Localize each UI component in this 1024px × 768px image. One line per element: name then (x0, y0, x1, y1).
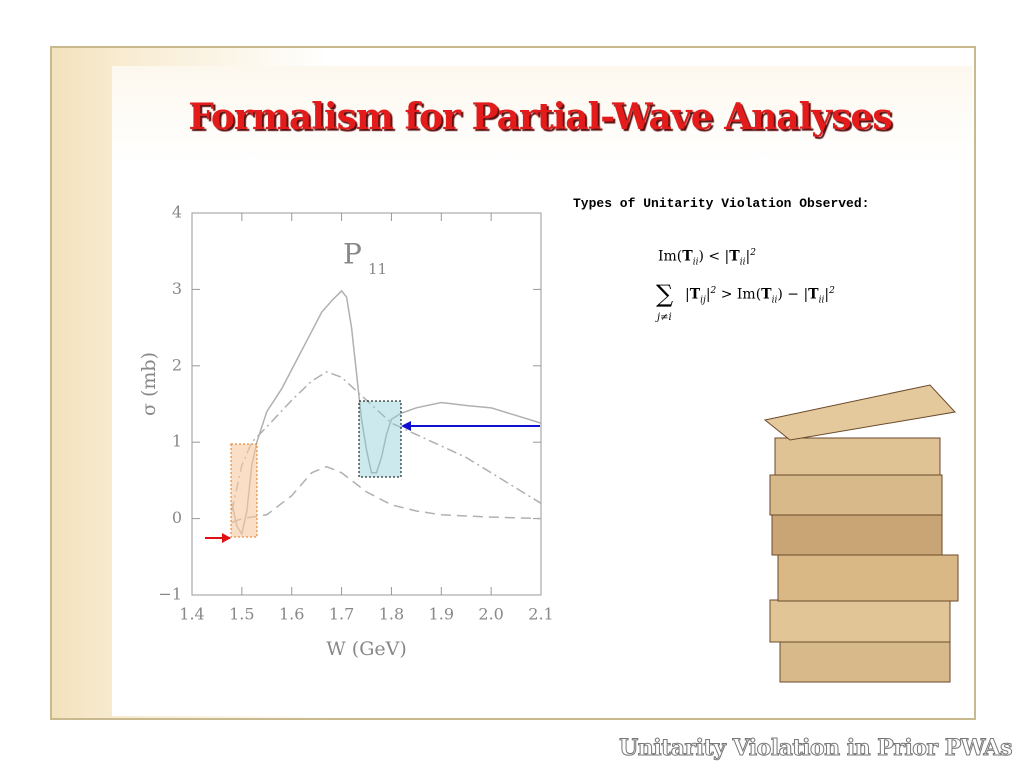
equation-part: 2 (829, 286, 835, 296)
arrow-head (222, 533, 231, 543)
equation: |Tij|2 > Im(Tii) − |Tii|2 (685, 286, 835, 305)
equation-part: | (705, 286, 711, 303)
x-tick-label: 1.9 (429, 605, 454, 624)
highlight-box (358, 400, 402, 478)
book (771, 514, 943, 556)
equation-part: ii (771, 295, 778, 306)
arrow-head (401, 421, 411, 431)
x-tick-label: 1.5 (229, 605, 254, 624)
x-tick-label: 1.8 (379, 605, 404, 624)
equation-part: ij (700, 295, 706, 306)
footer: Unitarity Violation in Prior PWAs (619, 735, 1013, 762)
line (231, 371, 542, 512)
slide-title: Formalism for Partial-Wave Analyses (188, 96, 892, 138)
equation-part: 2 (710, 286, 717, 296)
equation-part: 2 (750, 248, 756, 258)
equation-part: T (689, 286, 701, 303)
y-axis-label: σ (mb) (138, 352, 160, 416)
x-tick-label: 1.4 (179, 605, 204, 624)
equation-part: T (808, 286, 819, 303)
book (777, 554, 959, 602)
annotation-subscript: 11 (368, 260, 387, 278)
equation-part: ii (739, 257, 746, 268)
x-tick-label: 1.6 (279, 605, 304, 624)
heading: Types of Unitarity Violation Observed: (573, 196, 870, 211)
equation-part: > Im( (716, 286, 762, 303)
y-tick-label: 1 (172, 432, 182, 451)
equation-part: ii (818, 295, 825, 306)
equation-part: ii (692, 257, 699, 268)
equation-part: ) − | (777, 286, 809, 303)
equation-part: T (729, 248, 740, 265)
book (769, 599, 951, 643)
highlight-box (230, 443, 258, 538)
equation-part: | (685, 286, 690, 303)
y-tick-label: 2 (172, 355, 182, 374)
equation-part: ) < | (698, 248, 730, 265)
equation-part: T (761, 286, 772, 303)
sum-index: j≠i (657, 312, 672, 323)
x-tick-label: 1.7 (329, 605, 354, 624)
x-tick-label: 2.1 (528, 605, 553, 624)
equation-part: | (745, 248, 751, 265)
line (231, 289, 542, 536)
annotation: P (343, 238, 362, 271)
book (763, 384, 956, 441)
line (231, 465, 542, 524)
equation-part: T (682, 248, 693, 265)
y-tick-label: 4 (172, 203, 182, 222)
book (779, 639, 951, 683)
y-tick-label: 3 (172, 279, 182, 298)
book (774, 437, 941, 476)
x-axis-label: W (GeV) (326, 638, 407, 660)
x-tick-label: 2.0 (478, 605, 503, 624)
books (763, 384, 959, 683)
y-tick-label: 0 (172, 508, 182, 527)
equation-part: | (824, 286, 830, 303)
book (769, 474, 943, 516)
equation: Im(Tii) < |Tii|2 (658, 248, 756, 267)
y-tick-label: −1 (158, 585, 182, 604)
equation-part: Im( (658, 248, 683, 265)
sum-symbol: ∑ (656, 280, 674, 308)
